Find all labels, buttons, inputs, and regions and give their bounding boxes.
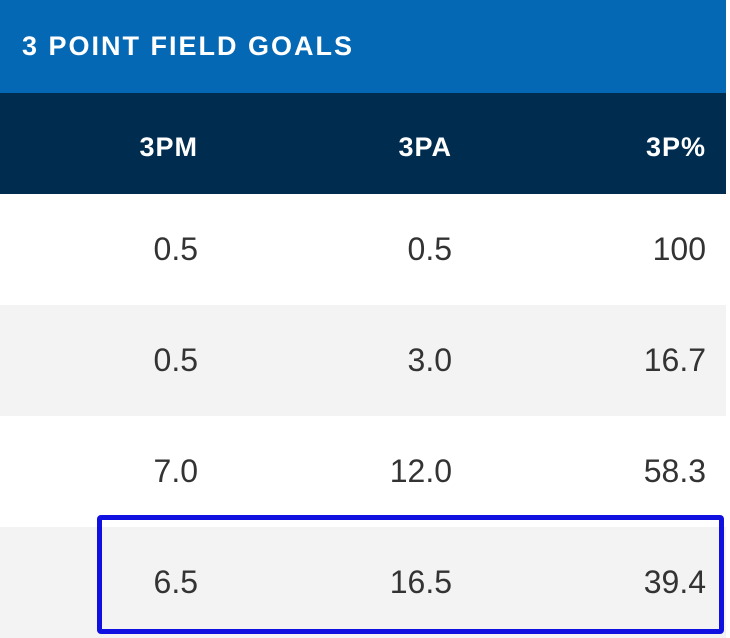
table-row: 0.5 0.5 100 — [0, 194, 726, 305]
cell-3pa: 12.0 — [389, 453, 452, 489]
column-header-3pm[interactable]: 3PM — [139, 132, 198, 162]
section-title: 3 POINT FIELD GOALS — [0, 0, 726, 93]
column-header-3p-pct[interactable]: 3P% — [645, 132, 706, 162]
table-row: 6.5 16.5 39.4 — [0, 527, 726, 638]
column-header-3pa[interactable]: 3PA — [398, 132, 452, 162]
cell-3pa: 3.0 — [407, 342, 452, 378]
cell-3pm: 0.5 — [153, 342, 198, 378]
column-header-row: 3PM 3PA 3P% — [0, 93, 726, 194]
cell-3p-pct: 39.4 — [643, 564, 706, 600]
cell-3pa: 16.5 — [389, 564, 452, 600]
cell-3p-pct: 100 — [652, 231, 706, 267]
cell-3pm: 7.0 — [153, 453, 198, 489]
cell-3pm: 6.5 — [153, 564, 198, 600]
cell-3p-pct: 16.7 — [643, 342, 706, 378]
table-row: 7.0 12.0 58.3 — [0, 416, 726, 527]
table-row: 0.5 3.0 16.7 — [0, 305, 726, 416]
cell-3pm: 0.5 — [153, 231, 198, 267]
cell-3pa: 0.5 — [407, 231, 452, 267]
cell-3p-pct: 58.3 — [643, 453, 706, 489]
